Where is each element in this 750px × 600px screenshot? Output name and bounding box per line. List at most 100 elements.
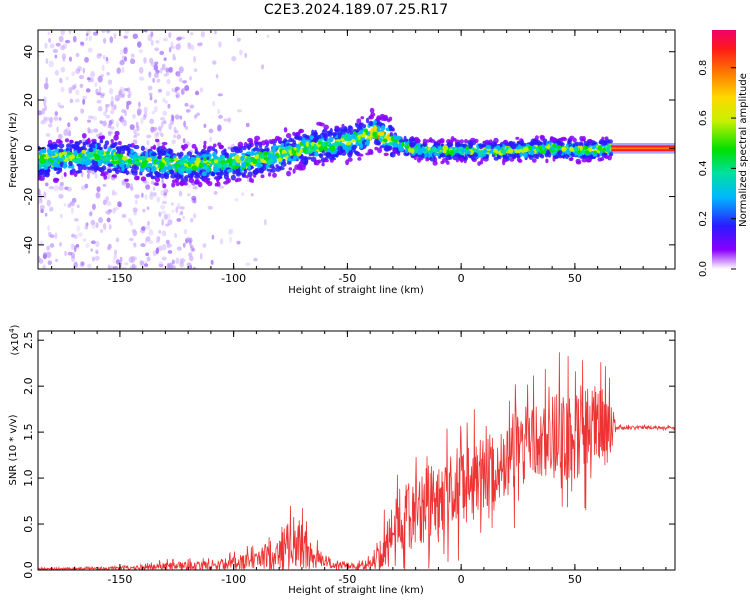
snr-series-line: [38, 352, 675, 570]
spectral-blob: [43, 166, 48, 170]
spectral-blob: [223, 181, 229, 185]
noise-blob: [194, 114, 198, 118]
spectral-blob: [319, 122, 325, 127]
spectral-blob: [159, 149, 166, 155]
noise-blob: [170, 202, 174, 206]
spectral-blob: [206, 167, 211, 173]
noise-blob: [89, 210, 93, 216]
spectral-blob: [69, 139, 74, 144]
spectral-blob: [188, 162, 192, 168]
noise-blob: [178, 66, 184, 74]
noise-blob: [148, 92, 153, 96]
noise-blob: [207, 205, 213, 210]
noise-blob: [38, 256, 41, 263]
snr-panel: -150 -100 -50 0 50 0.0 0.5 1.0 1.5 2.0 2.5 Height …: [8, 324, 676, 596]
noise-blob: [105, 106, 108, 113]
noise-blob: [145, 236, 151, 242]
noise-blob: [141, 260, 144, 268]
noise-blob: [175, 43, 181, 51]
spectral-blob: [260, 174, 265, 179]
noise-blob: [180, 210, 183, 215]
noise-blob: [130, 57, 134, 64]
spectral-blob: [401, 141, 405, 147]
noise-blob: [119, 48, 124, 56]
spectral-blob: [568, 157, 574, 162]
spectral-blob: [347, 152, 353, 158]
noise-blob: [176, 246, 182, 251]
spectral-blob: [117, 141, 122, 146]
noise-blob: [58, 193, 64, 199]
noise-blob: [107, 130, 114, 135]
spectral-blob: [450, 136, 455, 142]
noise-blob: [58, 117, 62, 121]
spectral-blob: [241, 145, 247, 151]
spectral-blob: [340, 137, 344, 142]
spectral-blob: [498, 154, 502, 160]
spectral-blob: [448, 149, 455, 156]
noise-blob: [60, 30, 65, 36]
noise-blob: [182, 137, 186, 144]
noise-blob: [100, 94, 105, 99]
spectral-blob: [377, 131, 381, 136]
spectral-blob: [103, 161, 109, 165]
spectral-blob: [348, 125, 354, 132]
noise-blob: [152, 186, 156, 191]
spectral-blob: [583, 140, 588, 146]
spectral-blob: [516, 157, 522, 162]
noise-blob: [192, 186, 198, 190]
spectral-blob: [53, 178, 60, 182]
noise-blob: [45, 58, 49, 65]
spectral-blob: [140, 155, 146, 161]
noise-blob: [186, 108, 191, 113]
spectral-blob: [246, 151, 252, 155]
spectral-blob: [85, 161, 88, 167]
noise-blob: [128, 217, 132, 223]
spectral-blob: [183, 182, 188, 186]
spectral-blob: [482, 149, 488, 154]
spectral-blob: [253, 169, 259, 175]
noise-blob: [208, 128, 214, 134]
noise-blob: [180, 88, 184, 96]
spectral-blob: [382, 114, 388, 119]
noise-blob: [108, 132, 112, 137]
spectral-blob: [604, 155, 609, 159]
noise-blob: [106, 210, 111, 215]
spectral-blob: [417, 147, 422, 154]
spectral-blob: [515, 136, 520, 140]
x-tick-label: -100: [221, 573, 246, 586]
spectral-blob: [217, 172, 223, 176]
noise-blob: [149, 95, 153, 101]
spectral-blob: [299, 148, 303, 153]
noise-blob: [42, 117, 48, 125]
spectral-blob: [107, 147, 112, 152]
noise-blob: [49, 234, 55, 239]
noise-blob: [102, 223, 107, 230]
spectral-blob: [155, 138, 160, 143]
spectral-blob: [599, 157, 605, 161]
noise-blob: [176, 205, 182, 209]
noise-blob: [244, 52, 248, 59]
noise-blob: [122, 180, 126, 185]
spectral-blob: [522, 147, 529, 153]
noise-blob: [236, 37, 241, 42]
spectral-blob: [572, 137, 577, 143]
noise-blob: [49, 43, 55, 49]
spectral-blob: [68, 160, 73, 167]
spectral-blob: [478, 150, 485, 156]
spectral-blob: [72, 152, 79, 156]
spectral-blob: [76, 163, 82, 167]
noise-blob: [260, 64, 265, 70]
noise-blob: [45, 77, 48, 84]
noise-blob: [105, 195, 109, 202]
spectral-blob: [264, 139, 269, 145]
spectral-blob: [356, 118, 362, 124]
spectral-blob: [91, 159, 96, 165]
spectral-blob: [334, 125, 340, 129]
noise-blob: [113, 249, 117, 255]
spectral-blob: [306, 150, 311, 154]
spectral-blob: [479, 159, 484, 165]
spectral-blob: [302, 133, 308, 138]
spectral-blob: [470, 137, 476, 143]
noise-blob: [211, 234, 215, 240]
noise-blob: [71, 84, 76, 91]
